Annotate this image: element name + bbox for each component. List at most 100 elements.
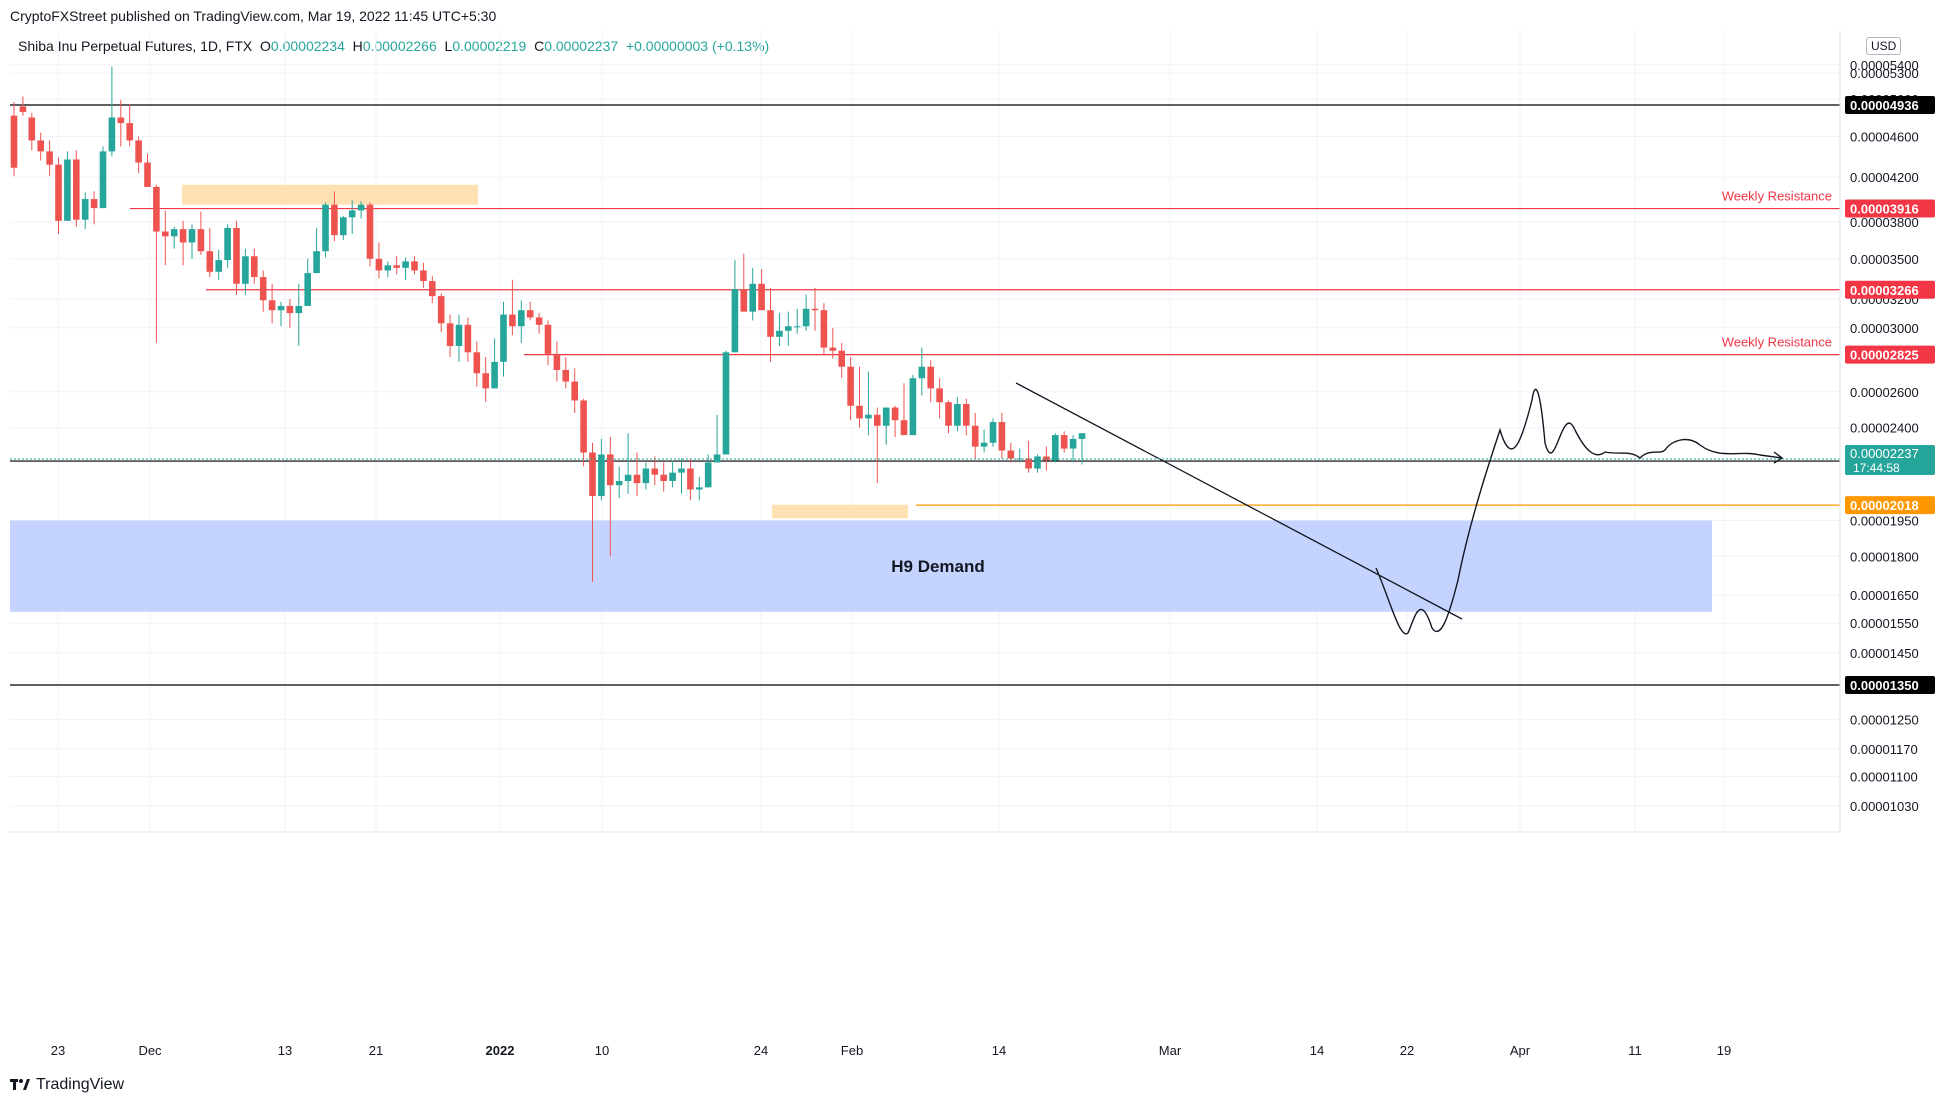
- level-price-tag: [1845, 96, 1935, 114]
- candle-body: [277, 305, 285, 311]
- candle-body: [179, 229, 187, 243]
- candle-body: [153, 186, 160, 232]
- price-tick-label: 0.00004600: [1850, 130, 1919, 145]
- level-note: Weekly Resistance: [1722, 335, 1832, 350]
- candle-body: [865, 414, 872, 419]
- candle-body: [704, 462, 712, 488]
- price-tick-label: 0.00001450: [1850, 646, 1919, 661]
- candle-body: [90, 199, 98, 209]
- price-tick-label: 0.00002600: [1850, 385, 1919, 400]
- candle-body: [37, 140, 44, 152]
- candle-body: [1025, 458, 1032, 469]
- candle-body: [811, 308, 819, 311]
- current-price-label: 0.00002237: [1850, 446, 1919, 461]
- candle-body: [99, 151, 107, 209]
- candle-body: [687, 468, 694, 490]
- time-tick-label: 11: [1628, 1043, 1642, 1058]
- candle-body: [740, 289, 748, 312]
- level-price-tag: [1845, 345, 1935, 364]
- candle-body: [135, 140, 142, 163]
- candle-body: [758, 283, 765, 311]
- candle-body: [963, 403, 970, 426]
- time-tick-label: 24: [754, 1043, 768, 1058]
- candle-body: [642, 468, 650, 484]
- time-tick-label: Dec: [138, 1043, 162, 1058]
- candle-body: [1007, 450, 1015, 459]
- candle-body: [1060, 435, 1068, 449]
- candle-body: [19, 106, 27, 112]
- published-info: CryptoFXStreet published on TradingView.…: [10, 8, 497, 24]
- candle-body: [429, 281, 436, 297]
- symbol-legend: Shiba Inu Perpetual Futures, 1D, FTX O0.…: [18, 38, 769, 54]
- high-label: H: [352, 38, 363, 54]
- currency-badge[interactable]: USD: [1866, 37, 1902, 55]
- candle-body: [918, 366, 926, 379]
- candle-body: [197, 229, 205, 252]
- candle-body: [144, 162, 151, 187]
- candle-body: [509, 314, 516, 327]
- price-tick-label: 0.00001950: [1850, 513, 1919, 528]
- candle-body: [304, 273, 311, 306]
- candle-body: [375, 258, 383, 271]
- current-price-tag: [1845, 445, 1935, 476]
- close-label: C: [534, 38, 545, 54]
- candle-body: [767, 310, 774, 337]
- level-price-label: 0.00002825: [1850, 348, 1919, 363]
- candle-body: [1069, 438, 1077, 449]
- candle-body: [242, 256, 249, 284]
- price-tick-label: 0.00001650: [1850, 588, 1919, 603]
- time-tick-label: 23: [51, 1043, 65, 1058]
- candle-body: [607, 454, 614, 486]
- close-value: 0.00002237: [544, 38, 619, 54]
- brand-label: TradingView: [36, 1076, 125, 1093]
- candle-body: [331, 204, 338, 236]
- trendline: [1015, 382, 1463, 620]
- footer-brand[interactable]: TradingView: [10, 1076, 124, 1094]
- projected-path: [1375, 388, 1783, 635]
- candle-body: [731, 289, 739, 353]
- countdown-label: 17:44:58: [1853, 461, 1900, 475]
- candle-body: [847, 366, 854, 406]
- candle-body: [624, 474, 632, 481]
- candle-body: [651, 468, 659, 475]
- low-label: L: [444, 38, 453, 54]
- candle-body: [348, 210, 356, 218]
- candle-body: [206, 251, 214, 272]
- candle-body: [322, 204, 329, 252]
- time-tick-label: 21: [369, 1043, 383, 1058]
- open-label: O: [260, 38, 271, 54]
- level-note: Weekly Resistance: [1722, 189, 1832, 204]
- level-price-tag: [1845, 280, 1935, 299]
- time-tick-label: Mar: [1159, 1043, 1182, 1058]
- candle-body: [838, 350, 845, 367]
- candle-body: [580, 400, 587, 453]
- zone-supply: [182, 184, 478, 205]
- level-price-label: 0.00002018: [1850, 498, 1919, 513]
- time-tick-label: 19: [1717, 1043, 1731, 1058]
- price-tick-label: 0.00004200: [1850, 170, 1919, 185]
- candle-body: [224, 227, 231, 261]
- candle-body: [936, 388, 943, 403]
- candle-body: [998, 422, 1006, 451]
- open-value: 0.00002234: [270, 38, 345, 54]
- price-tick-label: 0.00005300: [1850, 66, 1919, 81]
- level-price-label: 0.00003916: [1850, 202, 1919, 217]
- candle-body: [411, 261, 418, 271]
- candle-body: [535, 317, 543, 325]
- candle-body: [55, 164, 62, 221]
- candle-body: [446, 323, 454, 347]
- candle-body: [954, 403, 961, 426]
- candle-body: [793, 326, 801, 328]
- candle-body: [126, 123, 133, 141]
- candle-body: [10, 115, 18, 168]
- candle-body: [340, 217, 347, 236]
- candle-body: [989, 422, 997, 443]
- candle-body: [615, 480, 623, 486]
- candle-body: [28, 117, 36, 141]
- candle-body: [1043, 456, 1050, 461]
- low-value: 0.00002219: [452, 38, 527, 54]
- candle-body: [678, 468, 685, 473]
- candle-body: [633, 474, 641, 484]
- candle-body: [971, 425, 979, 447]
